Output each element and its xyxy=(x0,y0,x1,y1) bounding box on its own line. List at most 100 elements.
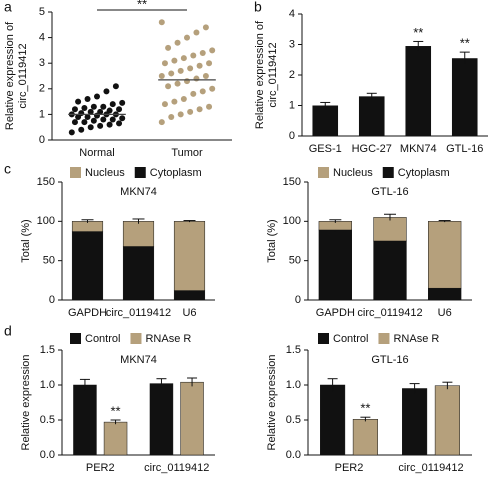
x-tick-label: U6 xyxy=(438,307,452,319)
legend-label: Nucleus xyxy=(333,167,373,179)
dot xyxy=(100,116,107,123)
y-tick-label: 0 xyxy=(289,130,295,142)
bar-segment xyxy=(71,231,104,301)
dot xyxy=(81,119,88,126)
dot xyxy=(184,34,190,41)
legend-label: Control xyxy=(85,333,120,345)
dot xyxy=(209,47,216,54)
bar xyxy=(434,385,460,456)
y-axis-label: circ_0119412 xyxy=(267,42,279,107)
bar-segment xyxy=(373,240,407,301)
x-tick-label: MKN74 xyxy=(400,143,437,155)
y-axis-label: Total (%) xyxy=(266,219,278,262)
legend-swatch xyxy=(130,333,142,344)
subtitle: GTL-16 xyxy=(371,354,408,366)
y-tick-label: 2 xyxy=(289,69,295,81)
y-axis-label: Relative expression of xyxy=(4,21,16,130)
dot xyxy=(68,129,75,136)
x-tick-label: Normal xyxy=(79,147,114,159)
dot xyxy=(84,113,91,120)
dot xyxy=(158,19,165,26)
dot xyxy=(109,116,116,123)
dot xyxy=(97,108,104,115)
x-tick-label: circ_0119412 xyxy=(144,462,209,474)
dot xyxy=(78,110,85,117)
y-tick-label: 1.0 xyxy=(40,379,55,391)
subtitle: GTL-16 xyxy=(371,186,408,198)
dot xyxy=(71,106,78,113)
x-tick-label: PER2 xyxy=(86,462,115,474)
significance-label: ** xyxy=(110,403,120,418)
x-tick-label: GES-1 xyxy=(309,143,342,155)
y-tick-label: 0 xyxy=(49,294,55,306)
dot xyxy=(168,113,175,120)
dot xyxy=(112,83,119,90)
legend-swatch xyxy=(70,167,81,178)
dot xyxy=(161,101,168,108)
dot xyxy=(180,96,187,103)
y-tick-label: 3 xyxy=(39,57,45,69)
subtitle: MKN74 xyxy=(120,186,157,198)
dot xyxy=(119,99,126,106)
dot xyxy=(193,29,200,36)
y-tick-label: 1 xyxy=(39,108,45,120)
y-tick-label: 50 xyxy=(289,255,301,267)
x-tick-label: HGC-27 xyxy=(352,143,392,155)
y-tick-label: 1.5 xyxy=(286,344,301,356)
dot xyxy=(103,88,110,95)
y-tick-label: 50 xyxy=(43,255,55,267)
x-tick-label: GAPDH xyxy=(316,307,355,319)
dot xyxy=(174,80,181,87)
dot xyxy=(206,103,213,110)
dot xyxy=(199,49,206,56)
dot xyxy=(171,57,178,64)
dot xyxy=(116,106,123,113)
dot xyxy=(202,73,209,79)
bar-segment xyxy=(122,221,155,247)
bar xyxy=(180,381,204,456)
dot xyxy=(196,106,203,113)
dot xyxy=(174,39,181,46)
y-tick-label: 1.0 xyxy=(286,379,301,391)
y-tick-label: 100 xyxy=(283,215,301,227)
dot xyxy=(90,117,97,124)
dot xyxy=(171,98,178,105)
bar xyxy=(312,105,339,136)
dot xyxy=(177,111,184,118)
bar xyxy=(352,419,378,456)
dot xyxy=(87,124,94,131)
x-tick-label: Tumor xyxy=(171,147,203,159)
y-tick-label: 4 xyxy=(39,32,45,44)
dot xyxy=(196,62,203,69)
panel-label: d xyxy=(4,323,12,339)
significance-label: ** xyxy=(137,0,147,11)
legend-label: RNAse R xyxy=(145,333,191,345)
dot xyxy=(90,103,97,110)
dot xyxy=(165,44,172,51)
bar-segment xyxy=(173,290,206,301)
bar-segment xyxy=(428,287,462,301)
y-tick-label: 1 xyxy=(289,99,295,111)
dot xyxy=(106,121,113,128)
dot xyxy=(209,85,216,92)
y-tick-label: 0.0 xyxy=(40,449,55,461)
dot xyxy=(165,83,172,90)
legend-swatch xyxy=(382,167,394,178)
dot xyxy=(190,52,197,59)
y-tick-label: 0.5 xyxy=(40,414,55,426)
dot xyxy=(81,105,88,111)
y-tick-label: 100 xyxy=(37,215,55,227)
bar xyxy=(451,58,478,136)
bar-segment xyxy=(173,221,206,291)
y-axis-label: Relative expression xyxy=(266,355,278,451)
dot xyxy=(94,93,100,100)
y-tick-label: 4 xyxy=(289,8,295,20)
y-tick-label: 0 xyxy=(295,294,301,306)
x-tick-label: PER2 xyxy=(335,462,364,474)
dot xyxy=(158,73,165,79)
bar-segment xyxy=(122,246,155,301)
dot xyxy=(190,90,197,97)
dot xyxy=(202,24,209,31)
dot xyxy=(158,119,165,126)
y-tick-label: 2 xyxy=(39,83,45,95)
